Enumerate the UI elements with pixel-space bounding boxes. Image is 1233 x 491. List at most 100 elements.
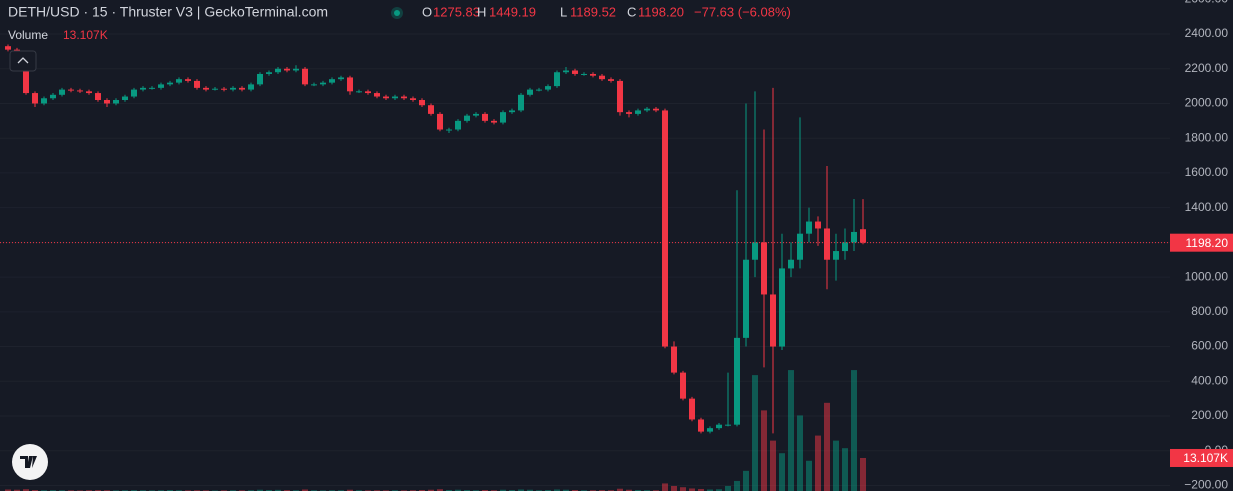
candle-body	[104, 100, 110, 104]
volume-bar	[23, 489, 29, 491]
candle-body	[716, 424, 722, 429]
volume-bar	[554, 489, 560, 491]
candle-body	[401, 96, 407, 99]
y-tick-label: 2200.00	[1185, 61, 1229, 75]
y-tick-label: 1800.00	[1185, 130, 1229, 144]
candle-body	[212, 88, 218, 90]
candle-body	[320, 82, 326, 85]
candle-body	[689, 398, 695, 420]
candle-body	[590, 73, 596, 76]
candle-body	[248, 84, 254, 90]
candle-body	[707, 428, 713, 432]
collapse-button[interactable]	[9, 50, 37, 72]
change-label: −77.63 (−6.08%)	[694, 4, 791, 19]
volume-bar	[752, 375, 758, 491]
candle-body	[293, 68, 299, 71]
volume-bar	[734, 480, 740, 491]
candle-body	[5, 46, 11, 50]
volume-bar	[662, 483, 668, 491]
ohlc-value: 1198.20	[638, 4, 684, 19]
ohlc-key: H	[477, 4, 486, 19]
candle-body	[824, 228, 830, 260]
volume-bar	[842, 448, 848, 491]
volume-bar	[14, 489, 20, 491]
candle-body	[149, 87, 155, 89]
candle-body	[77, 90, 83, 92]
volume-bar	[572, 489, 578, 491]
collapse-icon	[17, 57, 29, 64]
candle-body	[644, 108, 650, 111]
volume-bar	[806, 460, 812, 491]
y-tick-label: 2400.00	[1185, 26, 1229, 40]
candle-body	[743, 259, 749, 338]
candle-body	[284, 68, 290, 71]
candle-body	[563, 70, 569, 73]
candle-body	[383, 96, 389, 99]
candle-body	[311, 84, 317, 86]
y-tick-label: −200.00	[1184, 478, 1228, 491]
candle-body	[527, 89, 533, 95]
candle-body	[797, 233, 803, 260]
candle-body	[680, 372, 686, 399]
candle-body	[473, 113, 479, 116]
volume-bar	[257, 489, 263, 491]
volume-bar	[698, 488, 704, 491]
candle-body	[860, 229, 866, 243]
y-tick-label: 400.00	[1191, 373, 1228, 387]
volume-bar	[347, 489, 353, 491]
candle-body	[635, 110, 641, 114]
candle-body	[626, 112, 632, 114]
candle-body	[770, 294, 776, 347]
candle-body	[752, 242, 758, 260]
volume-bar	[527, 489, 533, 491]
candles	[0, 44, 1170, 434]
candle-body	[761, 242, 767, 295]
candle-body	[653, 108, 659, 111]
volume-bar	[716, 489, 722, 491]
candle-body	[59, 89, 65, 95]
volume-value: 13.107K	[63, 28, 108, 42]
candle-body	[518, 94, 524, 111]
candle-body	[275, 68, 281, 73]
candle-body	[806, 221, 812, 234]
volume-bar	[680, 487, 686, 491]
last-price-badge	[1170, 233, 1233, 252]
candle-body	[428, 105, 434, 114]
volume-bar	[770, 440, 776, 491]
volume-bar	[500, 489, 506, 491]
candle-body	[446, 129, 452, 131]
y-tick-label: 2600.00	[1185, 0, 1229, 5]
volume-bar	[455, 489, 461, 491]
candle-body	[608, 79, 614, 81]
candle-body	[833, 251, 839, 260]
candle-body	[131, 89, 137, 97]
candle-body	[599, 75, 605, 80]
volume-bar	[833, 440, 839, 491]
y-tick-label: 1600.00	[1185, 165, 1229, 179]
candle-body	[302, 68, 308, 85]
ohlc-key: C	[627, 4, 636, 19]
status-dot	[394, 10, 400, 16]
candle-body	[230, 87, 236, 90]
volume-bar	[860, 457, 866, 491]
chart-title: DETH/USD · 15 · Thruster V3 | GeckoTermi…	[8, 4, 328, 20]
candle-body	[347, 77, 353, 92]
candle-body	[338, 77, 344, 80]
candle-body	[509, 110, 515, 113]
volume-bar	[518, 489, 524, 491]
volume-bar	[851, 370, 857, 491]
last-price-label: 1198.20	[1186, 236, 1229, 250]
candle-body	[86, 91, 92, 94]
ohlc-legend: O 1275.83H 1449.19 L 1189.52 C 1198.20 −77.63 (…	[422, 4, 791, 19]
volume-bar	[617, 488, 623, 491]
volume-bar	[563, 489, 569, 491]
candle-body	[572, 70, 578, 74]
candle-body	[203, 87, 209, 90]
grid	[0, 0, 1170, 485]
volume-bar	[626, 489, 632, 491]
y-tick-label: 1000.00	[1185, 269, 1229, 283]
candle-body	[554, 72, 560, 87]
candle-body	[491, 120, 497, 123]
